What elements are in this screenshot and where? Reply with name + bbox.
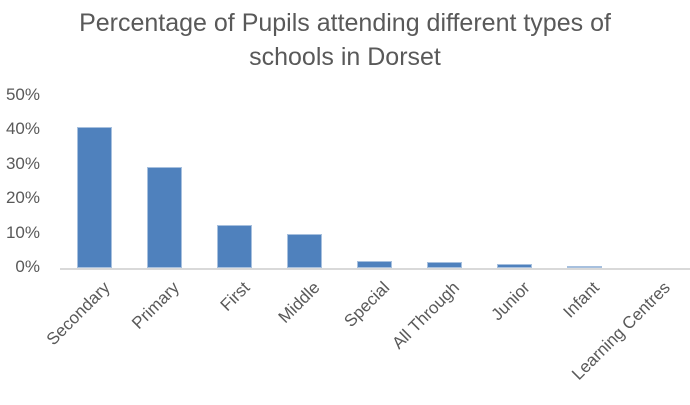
y-tick-label: 0% [15,257,40,276]
x-tick-label: Special [340,278,394,331]
chart-title-line-1: Percentage of Pupils attending different… [79,9,611,37]
chart-title: Percentage of Pupils attending different… [0,6,690,74]
y-tick-label: 20% [5,188,40,208]
bar-infant [566,265,602,268]
y-tick-label: 40% [5,119,40,139]
x-tick-label: Middle [274,278,324,327]
x-tick-label: Secondary [42,278,114,349]
y-tick-label: 50% [5,85,40,104]
x-tick-label: Infant [559,278,603,322]
y-tick-label: 10% [5,222,40,242]
x-tick-label: Primary [128,278,183,333]
bar-primary [146,166,182,268]
bar-middle [286,233,322,268]
bar-special [356,261,392,268]
chart-title-line-2: schools in Dorset [249,43,441,71]
bar-secondary [76,126,112,268]
x-axis-line [60,268,690,270]
x-tick-label: First [216,278,254,315]
bar-junior [496,263,532,268]
y-tick-label: 30% [5,153,40,173]
x-tick-label: Junior [487,278,534,325]
x-tick-label: All Through [388,278,464,353]
bar-all-through [426,262,462,268]
bar-first [216,225,252,268]
